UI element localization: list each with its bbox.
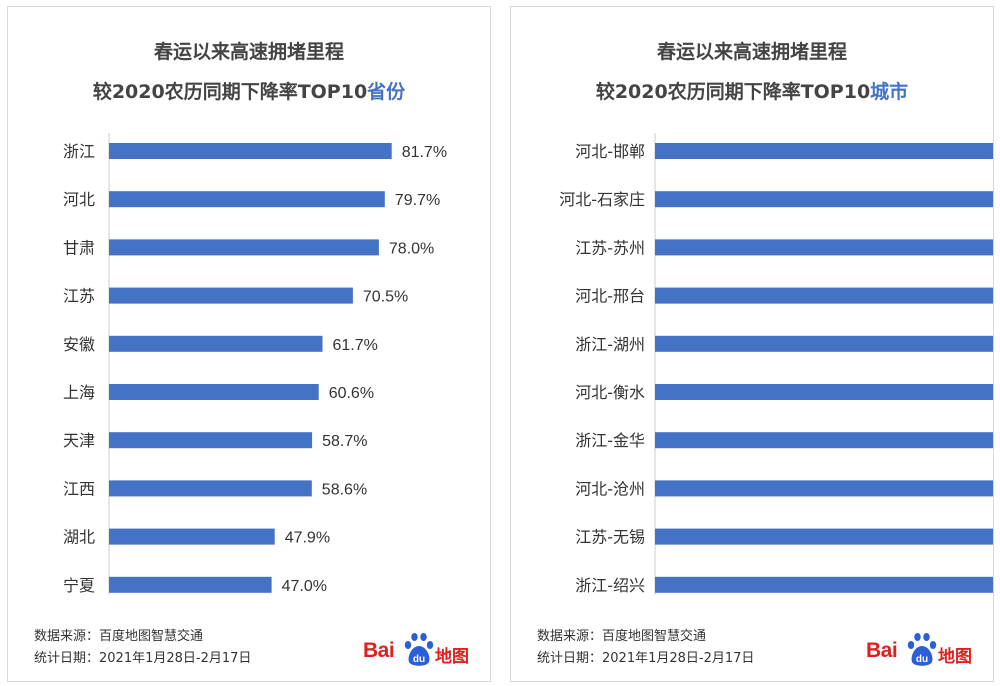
baidu-map-logo: Bai du 地图 [363, 632, 475, 672]
bar [109, 191, 385, 208]
bar [109, 287, 353, 304]
category-label: 湖北 [63, 528, 95, 547]
bar [655, 239, 993, 256]
stat-period: 统计日期：2021年1月28日-2月17日 [537, 651, 755, 666]
baidu-map-logo: Bai du 地图 [866, 632, 978, 672]
subtitle-text: 较2020农历同期下降率TOP10 [92, 81, 368, 103]
chart-subtitle: 较2020农历同期下降率TOP10省份 [8, 77, 490, 104]
bar [655, 576, 993, 593]
bar [655, 480, 993, 497]
data-label: 47.9% [285, 530, 330, 547]
category-label: 江苏 [63, 287, 95, 306]
data-label: 61.7% [333, 337, 378, 354]
category-label: 江苏-苏州 [575, 238, 645, 257]
bar [109, 480, 312, 497]
bar [655, 287, 993, 304]
logo-bai-text: Bai [866, 639, 898, 662]
left-chart-panel: 春运以来高速拥堵里程 较2020农历同期下降率TOP10省份 浙江 81.7% 河北… [7, 6, 491, 682]
stat-period: 统计日期：2021年1月28日-2月17日 [34, 651, 252, 666]
subtitle-highlight: 省份 [367, 81, 406, 103]
bar [655, 432, 993, 449]
category-label: 浙江 [63, 142, 95, 161]
data-source: 数据来源：百度地图智慧交通 [34, 629, 204, 644]
logo-bai-text: Bai [363, 639, 395, 662]
province-bar-chart: 浙江 81.7% 河北 79.7% 甘肃 78.0% 江苏 70.5% 安徽 61.7% 上海 60.… [63, 133, 447, 595]
data-source: 数据来源：百度地图智慧交通 [537, 629, 707, 644]
bar [655, 143, 993, 159]
category-label: 安徽 [63, 335, 95, 354]
category-label: 浙江-绍兴 [575, 576, 645, 595]
bar [109, 432, 313, 449]
chart-title: 春运以来高速拥堵里程 [656, 41, 847, 63]
data-label: 70.5% [363, 289, 408, 306]
data-label: 47.0% [282, 578, 327, 595]
subtitle-text: 较2020农历同期下降率TOP10 [595, 81, 871, 103]
logo-map-text: 地图 [435, 647, 469, 667]
bar [109, 335, 323, 352]
bar [655, 191, 993, 208]
data-label: 58.6% [322, 481, 367, 498]
bar [655, 384, 993, 400]
category-label: 宁夏 [63, 576, 95, 595]
subtitle-highlight: 城市 [870, 81, 909, 103]
logo-du-text: du [916, 654, 928, 665]
data-label: 79.7% [395, 192, 440, 209]
bar [109, 528, 275, 545]
bar [109, 239, 379, 256]
bar [109, 384, 319, 400]
bar [109, 576, 272, 593]
category-label: 浙江-金华 [575, 431, 645, 450]
category-label: 甘肃 [63, 238, 95, 257]
baidu-paw-icon: du [404, 633, 434, 666]
city-bar-chart: 河北-邯郸96.3%河北-石家庄95.6%江苏-苏州93.9%河北-邢台93.9… [559, 133, 993, 595]
right-chart-panel: 春运以来高速拥堵里程 较2020农历同期下降率TOP10城市 河北-邯郸96.3… [510, 6, 994, 682]
category-label: 江苏-无锡 [575, 528, 645, 547]
data-label: 58.7% [322, 433, 367, 450]
category-label: 天津 [63, 431, 95, 450]
chart-subtitle: 较2020农历同期下降率TOP10城市 [511, 77, 993, 104]
logo-map-text: 地图 [938, 647, 972, 667]
category-label: 河北-沧州 [575, 479, 645, 498]
category-label: 河北 [63, 190, 95, 209]
category-label: 河北-衡水 [575, 383, 645, 402]
bar [655, 528, 993, 545]
bar [109, 143, 392, 159]
category-label: 河北-邯郸 [575, 142, 645, 161]
category-label: 河北-邢台 [575, 287, 645, 306]
category-label: 河北-石家庄 [559, 190, 645, 209]
data-label: 60.6% [329, 385, 374, 402]
category-label: 上海 [63, 383, 95, 402]
bar [655, 335, 993, 352]
logo-du-text: du [413, 654, 425, 665]
data-label: 78.0% [389, 240, 434, 257]
baidu-paw-icon: du [907, 633, 937, 666]
category-label: 江西 [63, 479, 95, 498]
chart-title: 春运以来高速拥堵里程 [153, 41, 344, 63]
data-label: 81.7% [402, 144, 447, 161]
category-label: 浙江-湖州 [575, 335, 645, 354]
